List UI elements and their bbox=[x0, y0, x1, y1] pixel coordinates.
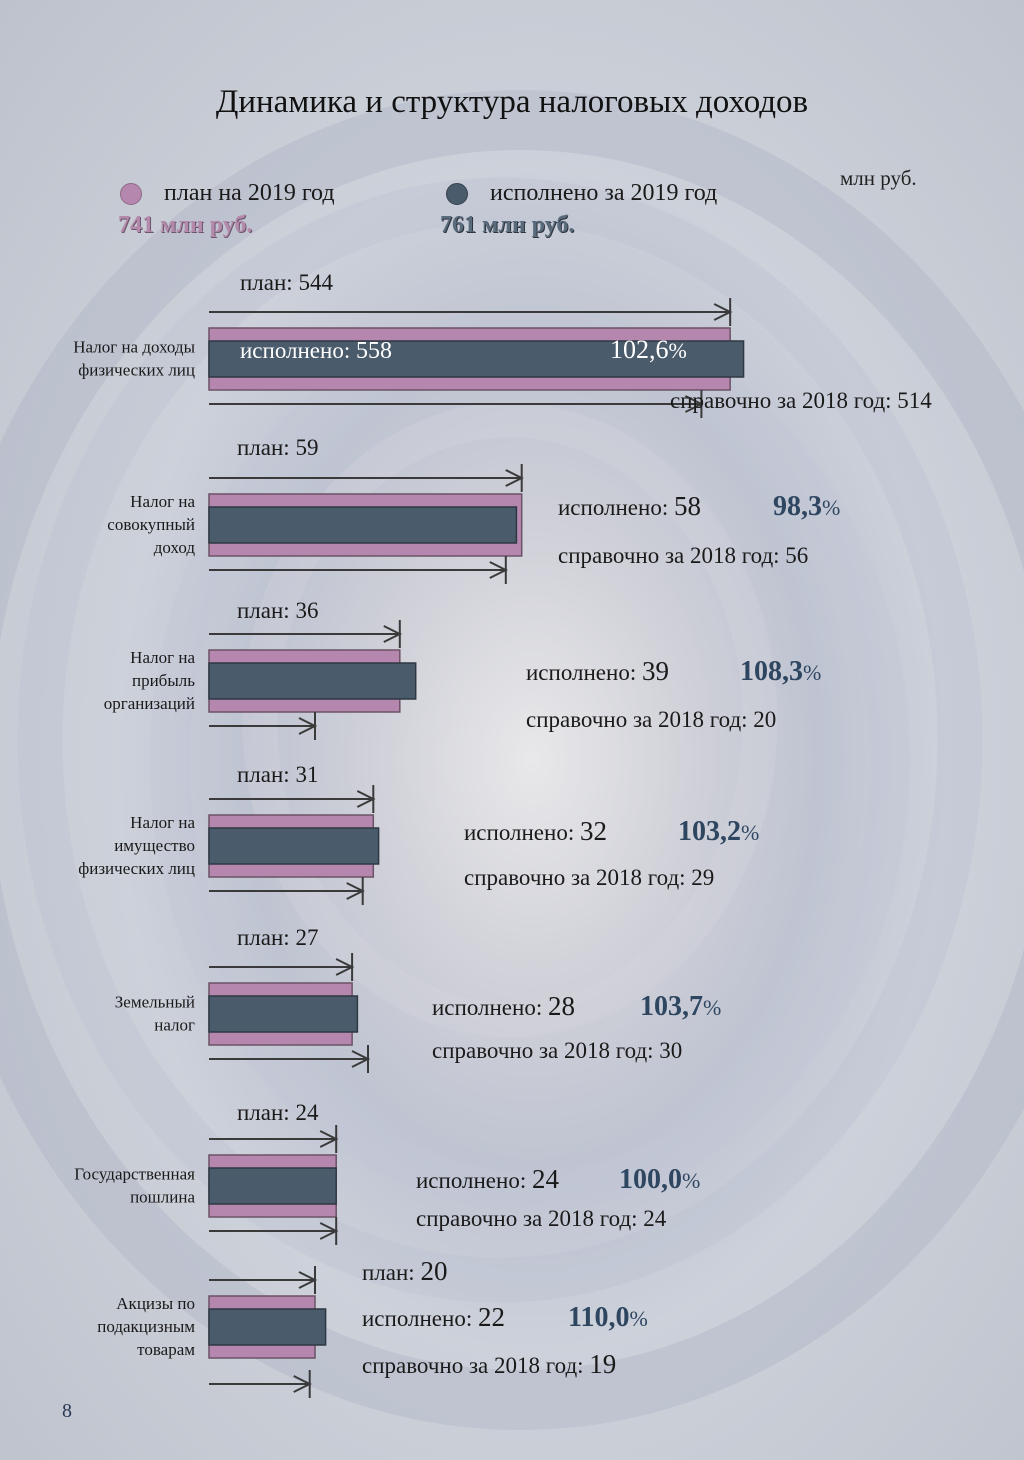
exec-bar-2 bbox=[208, 662, 417, 700]
exec-bar-4 bbox=[208, 995, 359, 1033]
percent-value-3: 103,2% bbox=[678, 816, 759, 847]
category-label-6-0: Акцизы по bbox=[116, 1294, 195, 1313]
exec-bar-5 bbox=[208, 1167, 337, 1205]
percent-value-2: 108,3% bbox=[740, 656, 821, 687]
category-label-1-2: доход bbox=[154, 538, 196, 557]
exec-value-6: исполнено: 22 bbox=[362, 1302, 505, 1332]
legend-plan-dot-icon bbox=[120, 182, 142, 205]
category-label-2-0: Налог на bbox=[130, 648, 195, 667]
ref-value-6: справочно за 2018 год: 19 bbox=[362, 1349, 616, 1379]
plan-value-1: план: 59 bbox=[237, 435, 318, 460]
ref-value-2: справочно за 2018 год: 20 bbox=[526, 707, 776, 732]
category-label-4-0: Земельный bbox=[115, 993, 195, 1012]
ref-value-4: справочно за 2018 год: 30 bbox=[432, 1038, 682, 1063]
legend-plan-label: план на 2019 год bbox=[164, 180, 335, 206]
category-label-5-1: пошлина bbox=[130, 1188, 195, 1207]
ref-value-5: справочно за 2018 год: 24 bbox=[416, 1206, 667, 1231]
category-label-1-1: совокупный bbox=[107, 515, 195, 534]
category-label-0-0: Налог на доходы bbox=[73, 338, 195, 357]
exec-value-4: исполнено: 28 bbox=[432, 991, 575, 1021]
legend-exec: исполнено за 2019 год bbox=[446, 180, 717, 207]
exec-value-1: исполнено: 58 bbox=[558, 491, 701, 521]
page-number: 8 bbox=[62, 1400, 72, 1422]
unit-label: млн руб. bbox=[840, 166, 917, 190]
category-label-3-1: имущество bbox=[114, 836, 195, 855]
ref-value-0: справочно за 2018 год: 514 bbox=[670, 388, 932, 413]
ref-value-3: справочно за 2018 год: 29 bbox=[464, 865, 714, 890]
ref-value-1: справочно за 2018 год: 56 bbox=[558, 543, 808, 568]
plan-value-2: план: 36 bbox=[237, 598, 318, 623]
exec-value-5: исполнено: 24 bbox=[416, 1164, 559, 1194]
plan-value-0: план: 544 bbox=[240, 270, 333, 295]
percent-value-6: 110,0% bbox=[568, 1302, 648, 1333]
category-label-1-0: Налог на bbox=[130, 492, 195, 511]
category-label-6-2: товарам bbox=[137, 1340, 195, 1359]
category-label-5-0: Государственная bbox=[74, 1165, 195, 1184]
category-label-4-1: налог bbox=[154, 1016, 195, 1035]
category-label-0-1: физических лиц bbox=[78, 361, 195, 380]
plan-value-3: план: 31 bbox=[237, 762, 318, 787]
category-label-2-2: организаций bbox=[104, 694, 195, 713]
legend-exec-total: 761 млн руб. bbox=[440, 212, 575, 238]
exec-bar-1 bbox=[208, 506, 518, 544]
plan-value-5: план: 24 bbox=[237, 1100, 319, 1125]
legend-plan-total: 741 млн руб. bbox=[118, 212, 253, 238]
legend-exec-label: исполнено за 2019 год bbox=[490, 180, 718, 206]
exec-bar-6 bbox=[208, 1308, 327, 1346]
exec-bar-0 bbox=[208, 340, 745, 378]
percent-value-1: 98,3% bbox=[773, 491, 840, 522]
category-label-3-0: Налог на bbox=[130, 813, 195, 832]
percent-value-0: 102,6% bbox=[610, 335, 687, 364]
category-label-6-1: подакцизным bbox=[97, 1317, 195, 1336]
page-title: Динамика и структура налоговых доходов bbox=[215, 84, 809, 120]
percent-value-5: 100,0% bbox=[619, 1164, 700, 1195]
exec-value-2: исполнено: 39 bbox=[526, 656, 669, 686]
plan-value-6: план: 20 bbox=[362, 1256, 447, 1286]
plan-value-4: план: 27 bbox=[237, 925, 318, 950]
exec-bar-3 bbox=[208, 827, 380, 865]
category-label-3-2: физических лиц bbox=[78, 859, 195, 878]
legend-plan: план на 2019 год bbox=[120, 180, 335, 207]
exec-value-3: исполнено: 32 bbox=[464, 816, 607, 846]
legend-exec-dot-icon bbox=[446, 182, 468, 205]
percent-value-4: 103,7% bbox=[640, 991, 721, 1022]
exec-value-0: исполнено: 558 bbox=[240, 338, 392, 364]
category-label-2-1: прибыль bbox=[132, 671, 195, 690]
